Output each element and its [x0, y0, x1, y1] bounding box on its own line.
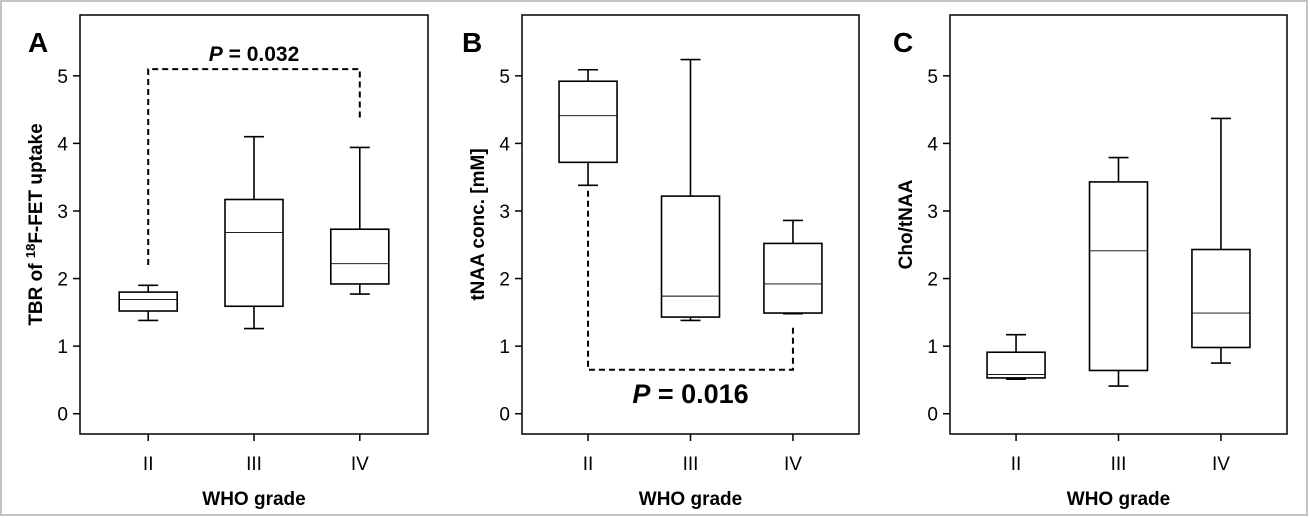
y-tick-label: 0	[927, 405, 938, 426]
y-axis-title-superscript: 18	[23, 244, 38, 258]
x-axis-title: WHO grade	[639, 489, 742, 510]
box-iii	[660, 58, 721, 322]
p-value-symbol: P	[209, 43, 224, 66]
y-tick-label: 5	[499, 67, 510, 88]
iqr-box	[118, 291, 179, 312]
y-axis-title: Cho/tNAA	[896, 179, 917, 269]
y-tick-label: 2	[499, 270, 510, 291]
iqr-box	[986, 351, 1046, 379]
x-tick-label: II	[143, 454, 154, 475]
significance-bracket-line	[587, 190, 794, 371]
y-tick-label: 4	[499, 134, 510, 155]
p-value-label: P = 0.032	[209, 43, 300, 66]
iqr-box	[1088, 181, 1149, 372]
y-tick-label: 1	[927, 337, 938, 358]
y-tick-label: 0	[57, 405, 68, 426]
p-value-text: = 0.016	[650, 379, 748, 409]
p-value-symbol: P	[632, 379, 651, 409]
y-axis-title-prefix: Cho/tNAA	[896, 179, 917, 269]
y-tick-label: 2	[927, 270, 938, 291]
y-tick-label: 4	[927, 134, 938, 155]
x-tick-label: III	[683, 454, 699, 475]
x-tick-label: IV	[1212, 454, 1230, 475]
p-value-label: P = 0.016	[632, 379, 748, 409]
x-tick-label: IV	[351, 454, 369, 475]
significance-bracket: P = 0.016	[587, 190, 794, 409]
box-iii	[224, 135, 284, 330]
y-axis-title-prefix: TBR of	[26, 258, 47, 326]
significance-bracket-line	[147, 68, 361, 266]
box-iii	[1088, 156, 1149, 387]
iqr-box	[224, 198, 284, 308]
box-ii	[986, 333, 1046, 381]
x-axis-title: WHO grade	[1067, 489, 1170, 510]
iqr-box	[1191, 248, 1251, 349]
panel-label: A	[28, 27, 48, 58]
y-axis-title-prefix: tNAA conc. [mM]	[468, 148, 489, 300]
y-tick-label: 3	[57, 202, 68, 223]
y-axis-title: tNAA conc. [mM]	[468, 148, 489, 300]
x-tick-label: III	[1111, 454, 1127, 475]
y-tick-label: 1	[499, 337, 510, 358]
x-tick-label: IV	[784, 454, 802, 475]
iqr-box	[329, 228, 390, 285]
iqr-box	[660, 195, 721, 318]
panel-label: C	[893, 27, 913, 58]
y-tick-label: 2	[57, 270, 68, 291]
x-axis-title: WHO grade	[202, 489, 305, 510]
y-tick-label: 5	[927, 67, 938, 88]
p-value-text: = 0.032	[223, 43, 299, 66]
box-iv	[763, 219, 823, 315]
x-tick-label: II	[1011, 454, 1022, 475]
x-tick-label: III	[246, 454, 262, 475]
significance-bracket: P = 0.032	[147, 43, 361, 266]
panel-label: B	[462, 27, 482, 58]
y-tick-label: 5	[57, 67, 68, 88]
box-iv	[329, 146, 390, 295]
iqr-box	[558, 80, 618, 164]
y-tick-label: 3	[927, 202, 938, 223]
box-ii	[558, 68, 618, 187]
y-tick-label: 0	[499, 405, 510, 426]
y-axis-title-suffix: F-FET uptake	[26, 123, 47, 243]
box-iv	[1191, 117, 1251, 364]
x-tick-label: II	[583, 454, 594, 475]
iqr-box	[763, 242, 823, 314]
y-tick-label: 1	[57, 337, 68, 358]
y-tick-label: 4	[57, 134, 68, 155]
y-tick-label: 3	[499, 202, 510, 223]
box-ii	[118, 284, 179, 322]
y-axis-title: TBR of 18F-FET uptake	[23, 123, 47, 325]
